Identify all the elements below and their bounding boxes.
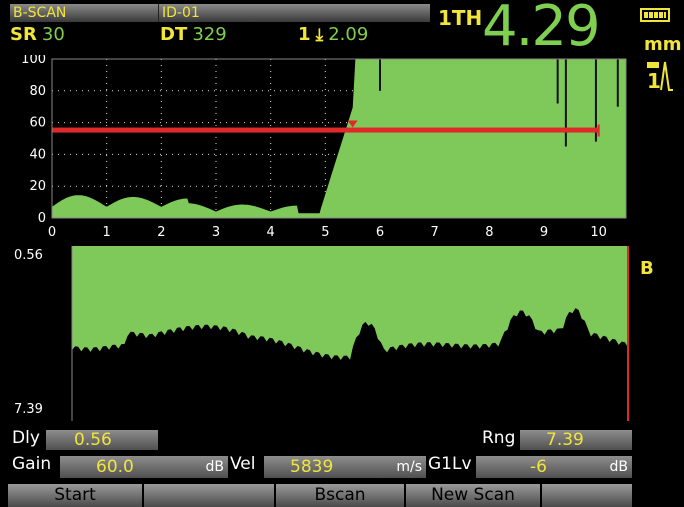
mode-label: B-SCAN [10,4,158,22]
softkey-new-scan[interactable]: New Scan [406,484,542,507]
ascan-x-tick: 4 [267,225,275,240]
ascan-y-tick: 40 [29,147,46,162]
ascan-x-tick: 6 [376,225,384,240]
battery-icon [640,8,670,22]
dt-readout: DT 329 [160,24,227,48]
id-label: ID-01 [158,4,430,22]
dly-field[interactable]: 0.56 [46,430,158,450]
rng-label: Rng [482,428,516,448]
ascan-x-tick: 2 [157,225,165,240]
rng-field[interactable]: 7.39 [520,430,632,450]
ascan-x-tick: 9 [540,225,548,240]
vel-value: 5839 [290,457,334,477]
gate-label: 1 [298,24,311,45]
softkey-bscan[interactable]: Bscan [276,484,406,507]
unit-label: mm [644,34,682,55]
ascan-x-tick: 1 [103,225,111,240]
ascan-y-tick: 0 [38,211,46,226]
ascan-y-tick: 100 [21,55,46,67]
gate-line[interactable] [52,127,599,133]
g1lv-value: -6 [530,457,547,477]
ascan-y-tick: 20 [29,179,46,194]
bscan-side-label: B [640,258,654,279]
gate-start-marker[interactable] [347,120,358,128]
gain-field[interactable]: 60.0 dB [60,456,228,478]
ascan-frame [51,58,627,219]
sr-readout: SR 30 [10,24,65,48]
softkey-start[interactable]: Start [8,484,144,507]
vel-unit: m/s [396,459,422,475]
sr-value: 30 [41,24,65,45]
svg-text:1: 1 [647,69,661,92]
probe-icon: 1 [647,61,673,92]
softkey-2[interactable] [144,484,276,507]
sr-label: SR [10,24,37,45]
bscan-bottom-label: 7.39 [14,402,43,417]
gate-readout: 1 ⤓ 2.09 [298,24,368,48]
vel-label: Vel [230,454,256,474]
g1lv-unit: dB [609,459,629,475]
vel-field[interactable]: 5839 m/s [264,456,426,478]
g1lv-field[interactable]: -6 dB [476,456,632,478]
gain-unit: dB [205,459,225,475]
gain-value: 60.0 [96,457,134,477]
ascan-y-tick: 60 [29,116,46,131]
thickness-label: 1TH [438,6,483,30]
g1lv-label: G1Lv [428,454,472,474]
ascan-panel: 0 1 2 3 4 5 6 7 8 9 10 100 80 60 40 20 0 [10,52,636,240]
ascan-x-tick: 0 [48,225,56,240]
ascan-x-tick: 8 [485,225,493,240]
bscan-profile [72,246,628,360]
gate-down-icon: ⤓ [315,25,324,45]
ascan-x-tick: 10 [590,225,607,240]
gain-label: Gain [12,454,52,474]
bscan-image[interactable] [10,243,636,425]
ascan-x-tick: 7 [431,225,439,240]
ascan-x-tick: 3 [212,225,220,240]
bscan-panel [10,243,636,425]
thickness-value: 4.29 [482,0,601,59]
ascan-x-tick: 5 [321,225,329,240]
gate-value: 2.09 [328,24,369,45]
ascan-chart[interactable]: 0 1 2 3 4 5 6 7 8 9 10 100 80 60 40 20 0 [10,52,636,240]
softkey-5[interactable] [542,484,634,507]
dt-label: DT [160,24,188,45]
dt-value: 329 [192,24,227,45]
bscan-top-label: 0.56 [14,248,43,263]
dly-label: Dly [12,428,40,448]
ascan-y-tick: 80 [29,84,46,99]
ascan-signal [52,59,626,218]
